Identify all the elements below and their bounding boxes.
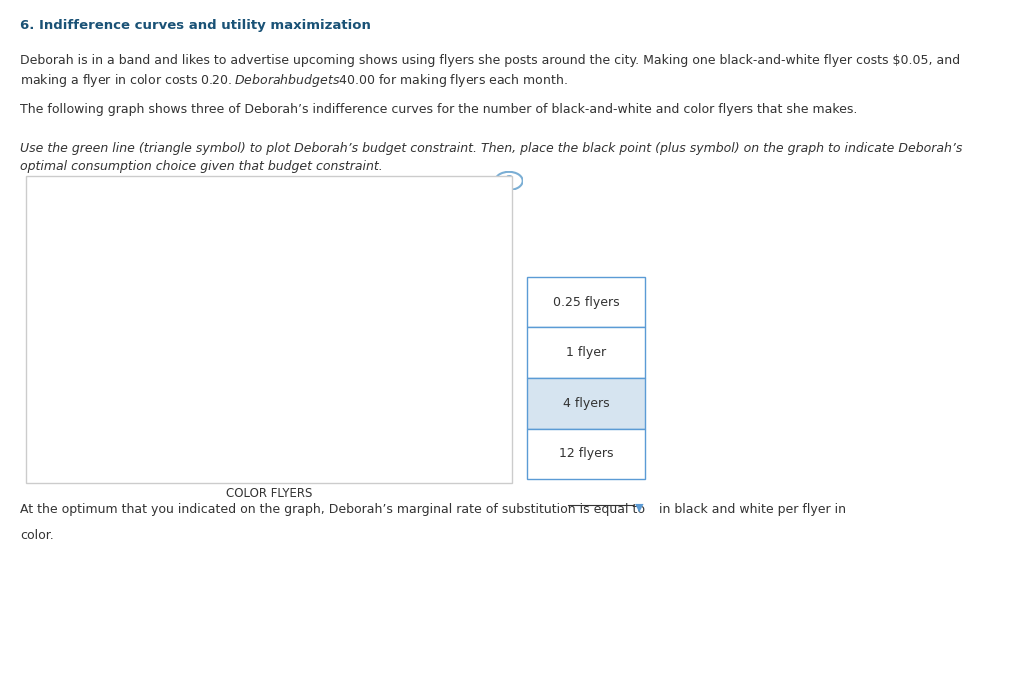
Text: Budget Constraint: Budget Constraint [396, 227, 505, 240]
Text: 1 flyer: 1 flyer [566, 346, 606, 359]
Text: making a flyer in color costs $0.20. Deborah budgets $40.00 for making flyers ea: making a flyer in color costs $0.20. Deb… [20, 72, 568, 89]
Text: ▼: ▼ [635, 503, 643, 513]
Text: ?: ? [505, 174, 513, 188]
Text: in black and white per flyer in: in black and white per flyer in [655, 503, 847, 516]
Text: I₃: I₃ [417, 412, 425, 422]
Text: 0.25 flyers: 0.25 flyers [553, 296, 620, 308]
Text: Use the green line (triangle symbol) to plot Deborah’s budget constraint. Then, : Use the green line (triangle symbol) to … [20, 142, 963, 155]
Text: I₁: I₁ [417, 445, 425, 455]
Text: 12 flyers: 12 flyers [559, 448, 613, 460]
X-axis label: COLOR FLYERS: COLOR FLYERS [225, 487, 312, 500]
Text: 6. Indifference curves and utility maximization: 6. Indifference curves and utility maxim… [20, 19, 372, 32]
Text: The following graph shows three of Deborah’s indifference curves for the number : The following graph shows three of Debor… [20, 103, 858, 115]
Text: optimal consumption choice given that budget constraint.: optimal consumption choice given that bu… [20, 160, 383, 173]
Text: At the optimum that you indicated on the graph, Deborah’s marginal rate of subst: At the optimum that you indicated on the… [20, 503, 645, 516]
Text: Deborah is in a band and likes to advertise upcoming shows using flyers she post: Deborah is in a band and likes to advert… [20, 54, 961, 67]
Text: I₂: I₂ [417, 432, 425, 442]
Text: color.: color. [20, 529, 54, 541]
Text: Optimum: Optimum [423, 292, 478, 304]
Y-axis label: BLACK-AND-WHITE FLYERS: BLACK-AND-WHITE FLYERS [32, 259, 44, 413]
Text: 4 flyers: 4 flyers [563, 397, 609, 410]
